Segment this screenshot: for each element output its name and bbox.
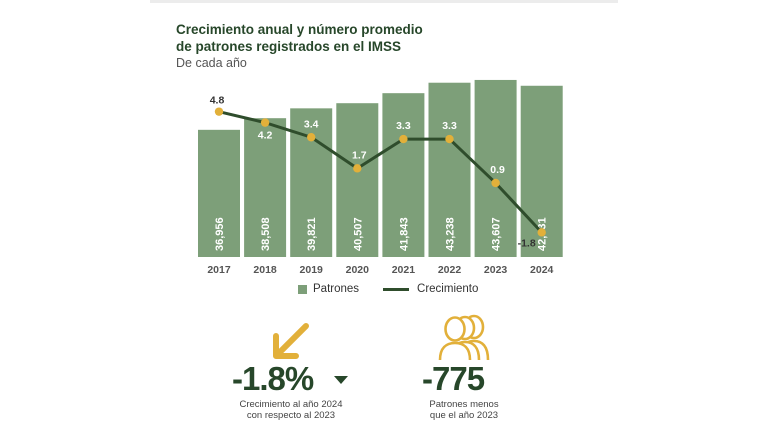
chart-title: Crecimiento anual y número promedio de p… — [176, 21, 476, 55]
x-axis-labels: 2017 2018 2019 2020 2021 2022 2023 2024 — [207, 264, 553, 276]
growth-label-2024: -1.8 — [518, 237, 536, 249]
line-layer: 4.8 4.2 3.4 1.7 3.3 3.3 0.9 -1.8 — [210, 95, 546, 249]
bar-value-label-2023: 43,607 — [491, 217, 503, 251]
growth-label-2019: 3.4 — [304, 118, 319, 130]
x-tick-label-2023: 2023 — [484, 264, 508, 276]
bar-2018 — [244, 118, 287, 257]
bar-value-label-2019: 39,821 — [306, 217, 318, 251]
stat-employers-value: -775 — [422, 360, 485, 397]
chart-title-line-1: Crecimiento anual y número promedio — [176, 22, 423, 37]
combo-chart: 36,956 38,508 39,821 40,507 41,843 43,238 43,6… — [198, 79, 563, 276]
x-tick-label-2020: 2020 — [346, 264, 370, 276]
growth-point-2024 — [537, 228, 546, 237]
stat-employers-caption-line-1: Patrones menos — [429, 399, 499, 410]
down-left-arrow-icon — [273, 323, 309, 359]
stat-growth-caption-line-1: Crecimiento al año 2024 — [239, 399, 343, 410]
stat-employers-caption-line-2: que el año 2023 — [429, 410, 499, 421]
top-divider — [150, 0, 618, 3]
growth-point-2017 — [214, 107, 224, 116]
bar-2020 — [336, 103, 379, 257]
bar-2022 — [428, 82, 471, 257]
bar-value-label-2021: 41,843 — [398, 217, 410, 251]
growth-point-2019 — [307, 133, 316, 142]
legend-label-crecimiento: Crecimiento — [417, 283, 479, 295]
people-group-icon — [438, 314, 490, 361]
growth-label-2022: 3.3 — [442, 120, 457, 132]
x-tick-label-2018: 2018 — [253, 264, 277, 276]
bar-value-label-2022: 43,238 — [445, 217, 457, 251]
growth-point-2018 — [260, 118, 270, 127]
growth-label-2017: 4.8 — [210, 95, 225, 107]
legend-swatch-patrones — [298, 284, 307, 294]
stat-growth-caption-line-2: con respecto al 2023 — [246, 410, 336, 421]
x-tick-label-2021: 2021 — [392, 264, 416, 276]
growth-point-2021 — [399, 134, 408, 144]
bars-layer: 36,956 38,508 39,821 40,507 41,843 43,238 43,6… — [198, 79, 563, 258]
chart-legend: Patrones Crecimiento — [298, 283, 478, 295]
stat-growth-caption: Crecimiento al año 2024 con respecto al … — [216, 399, 366, 421]
x-tick-label-2019: 2019 — [300, 264, 324, 276]
bar-value-label-2020: 40,507 — [352, 217, 364, 251]
bar-2017 — [198, 129, 240, 257]
growth-label-2020: 1.7 — [352, 149, 367, 161]
caret-down-icon — [334, 376, 348, 384]
growth-label-2021: 3.3 — [396, 120, 411, 132]
chart-title-line-2: de patrones registrados en el IMSS — [176, 39, 402, 54]
legend-label-patrones: Patrones — [313, 283, 360, 295]
growth-line — [218, 110, 543, 234]
bar-value-label-2018: 38,508 — [260, 217, 272, 251]
growth-point-2020 — [353, 164, 362, 173]
growth-point-2023 — [491, 178, 500, 188]
x-tick-label-2024: 2024 — [530, 264, 554, 276]
growth-point-2022 — [445, 134, 454, 144]
legend-swatch-crecimiento — [383, 287, 410, 291]
x-tick-label-2017: 2017 — [207, 264, 231, 276]
bar-2021 — [382, 93, 425, 258]
x-tick-label-2022: 2022 — [438, 264, 462, 276]
stat-employers-caption: Patrones menos que el año 2023 — [389, 399, 539, 421]
growth-label-2018: 4.2 — [258, 130, 273, 142]
growth-label-2023: 0.9 — [490, 164, 505, 176]
bar-value-label-2017: 36,956 — [214, 217, 226, 251]
chart-subtitle: De cada año — [176, 56, 247, 70]
stat-growth-value: -1.8% — [232, 360, 314, 397]
